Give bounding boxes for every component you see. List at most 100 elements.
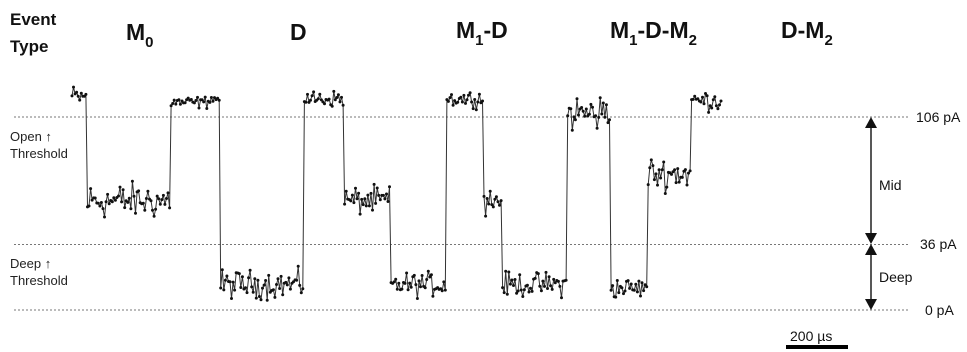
trace-point xyxy=(654,172,658,176)
trace-point xyxy=(507,270,511,274)
trace-point xyxy=(603,115,607,119)
trace-point xyxy=(431,294,435,298)
trace-point xyxy=(465,98,469,102)
trace-point xyxy=(604,103,608,107)
trace-point xyxy=(569,107,573,111)
trace-point xyxy=(352,201,356,205)
trace-point xyxy=(363,197,367,201)
trace-point xyxy=(512,284,515,287)
trace-point xyxy=(301,287,305,291)
trace-point xyxy=(177,98,181,102)
trace-point xyxy=(597,115,601,119)
trace-point xyxy=(595,126,599,130)
trace-point xyxy=(536,272,540,276)
trace-point xyxy=(295,278,299,282)
trace-point xyxy=(446,99,450,103)
trace-point xyxy=(629,282,633,286)
trace-point xyxy=(622,292,625,296)
trace-point xyxy=(693,94,697,98)
trace-point xyxy=(673,168,677,172)
trace-point xyxy=(674,181,678,185)
trace-point xyxy=(251,290,255,294)
trace-point xyxy=(76,94,80,98)
trace-point xyxy=(494,195,498,199)
trace-point xyxy=(646,183,650,187)
trace-point xyxy=(366,193,370,197)
trace-point xyxy=(256,278,260,282)
trace-point xyxy=(355,197,359,201)
trace-point xyxy=(518,273,522,277)
trace-point xyxy=(388,185,391,189)
trace-point xyxy=(428,275,432,279)
trace-point xyxy=(440,289,444,293)
trace-point xyxy=(471,107,475,111)
trace-point xyxy=(553,281,557,285)
trace-point xyxy=(473,98,477,101)
trace-point xyxy=(375,186,379,190)
trace-point xyxy=(367,204,371,208)
open-threshold-label-line1: Open ↑ xyxy=(10,129,52,144)
trace-point xyxy=(614,295,618,299)
trace-point xyxy=(609,288,613,292)
trace-point xyxy=(516,289,520,293)
trace-point xyxy=(343,202,347,206)
trace-point xyxy=(202,100,206,104)
trace-point xyxy=(104,200,108,204)
trace-point xyxy=(519,288,523,292)
trace-point xyxy=(394,277,398,281)
trace-point xyxy=(349,199,353,203)
trace-point xyxy=(112,196,116,200)
trace-point xyxy=(405,271,409,275)
mid-bracket-label: Mid xyxy=(879,177,902,193)
trace-point xyxy=(358,212,362,216)
trace-point xyxy=(336,93,340,97)
trace-point xyxy=(307,100,311,104)
trace-point xyxy=(261,286,264,290)
trace-point xyxy=(558,284,562,288)
trace-point xyxy=(552,277,556,281)
trace-point xyxy=(98,204,102,208)
trace-point xyxy=(583,114,587,118)
trace-point xyxy=(335,96,339,99)
trace-point xyxy=(171,102,175,105)
trace-point xyxy=(487,202,491,206)
trace-point xyxy=(501,286,505,290)
trace-point xyxy=(659,176,663,180)
trace-point xyxy=(233,288,237,292)
trace-point xyxy=(327,97,331,101)
trace-point xyxy=(688,169,692,173)
event-type-header-line2: Type xyxy=(10,37,48,56)
trace-point xyxy=(163,202,167,206)
trace-point xyxy=(442,280,446,284)
trace-point xyxy=(250,285,254,289)
trace-point xyxy=(615,279,619,282)
trace-point xyxy=(456,100,460,104)
trace-point xyxy=(670,172,673,176)
trace-point xyxy=(165,197,168,200)
trace-point xyxy=(504,269,508,273)
trace-point xyxy=(200,98,204,102)
trace-point xyxy=(332,89,336,93)
trace-point xyxy=(121,188,125,192)
trace-point xyxy=(687,171,690,175)
trace-point xyxy=(598,96,602,100)
trace-point xyxy=(429,273,433,277)
trace-point xyxy=(713,95,717,99)
trace-point xyxy=(298,283,302,287)
trace-point xyxy=(403,281,407,285)
trace-point xyxy=(78,98,82,102)
trace-point xyxy=(240,275,244,279)
trace-point xyxy=(608,118,611,122)
trace-point xyxy=(276,277,280,281)
trace-point xyxy=(671,170,675,174)
deep-bracket-label: Deep xyxy=(879,269,913,285)
trace-point xyxy=(209,96,213,99)
trace-point xyxy=(539,289,543,293)
trace-point xyxy=(498,203,501,207)
trace-point xyxy=(123,206,127,210)
trace-point xyxy=(606,121,610,125)
trace-point xyxy=(284,280,288,284)
trace-point xyxy=(439,287,443,291)
trace-point xyxy=(665,185,669,189)
trace-point xyxy=(96,201,100,205)
